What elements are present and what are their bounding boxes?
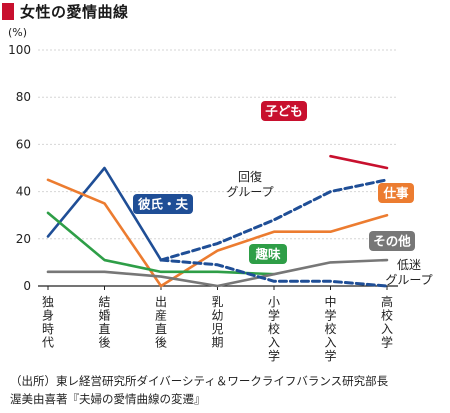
y-axis-unit: (%): [8, 26, 27, 39]
series-line-0-1: [329, 154, 389, 170]
series-label-box-5: [369, 231, 415, 251]
y-tick-label-80: 80: [16, 90, 31, 104]
series-line-1-0: [159, 178, 389, 262]
series-line-4-0: [46, 211, 276, 276]
y-tick-label-40: 40: [16, 185, 31, 199]
series-line-2-0: [46, 166, 163, 262]
source-line-1: （出所）東レ経営研究所ダイバーシティ＆ワークライフバランス研究部長: [10, 374, 389, 388]
x-tick-label-6: 高校入学: [381, 294, 393, 350]
x-tick-label-3: 乳幼児期: [211, 295, 223, 350]
series-label-4: 趣味: [254, 247, 281, 262]
y-tick-label-60: 60: [16, 137, 31, 151]
series-line-3-0: [46, 178, 389, 288]
x-tick-label-0: 独身時代: [42, 295, 54, 350]
title-marker: [2, 2, 14, 20]
y-tick-label-0: 0: [23, 279, 31, 293]
line-chart: (%) 0 20 40 60 80 100 独身時代 結婚直後 出産直後 乳幼児期 小学校入学 中学校入…: [8, 26, 433, 363]
series-label-2: 彼氏・夫: [138, 197, 189, 212]
x-tick-label-1: 結婚直後: [98, 295, 110, 350]
chart-title: 女性の愛情曲線: [20, 2, 129, 21]
y-tick-label-20: 20: [16, 232, 31, 246]
series-label-box-0: [261, 101, 307, 121]
chart-header: 女性の愛情曲線: [0, 0, 129, 22]
series-line-6-0: [159, 258, 389, 288]
series-label-box-3: [378, 183, 414, 203]
series-label-box-2: [133, 194, 193, 214]
series-label-5: その他: [373, 234, 411, 249]
series-label-box-4: [249, 244, 287, 264]
series-label-1: 回復グループ: [226, 169, 273, 199]
source-note: （出所）東レ経営研究所ダイバーシティ＆ワークライフバランス研究部長 渥美由喜著『…: [10, 372, 388, 408]
series-line-5-0: [46, 258, 389, 288]
x-tick-label-5: 中学校入学: [324, 294, 336, 363]
x-tick-label-2: 出産直後: [155, 295, 167, 350]
source-line-2: 渥美由喜著『夫婦の愛情曲線の変遷』: [10, 392, 206, 406]
series-label-3: 仕事: [382, 186, 409, 201]
y-tick-label-100: 100: [8, 43, 31, 57]
series-label-6: 低迷グループ: [385, 258, 432, 287]
x-tick-label-4: 小学校入学: [268, 295, 280, 363]
series-label-0: 子ども: [265, 104, 303, 119]
